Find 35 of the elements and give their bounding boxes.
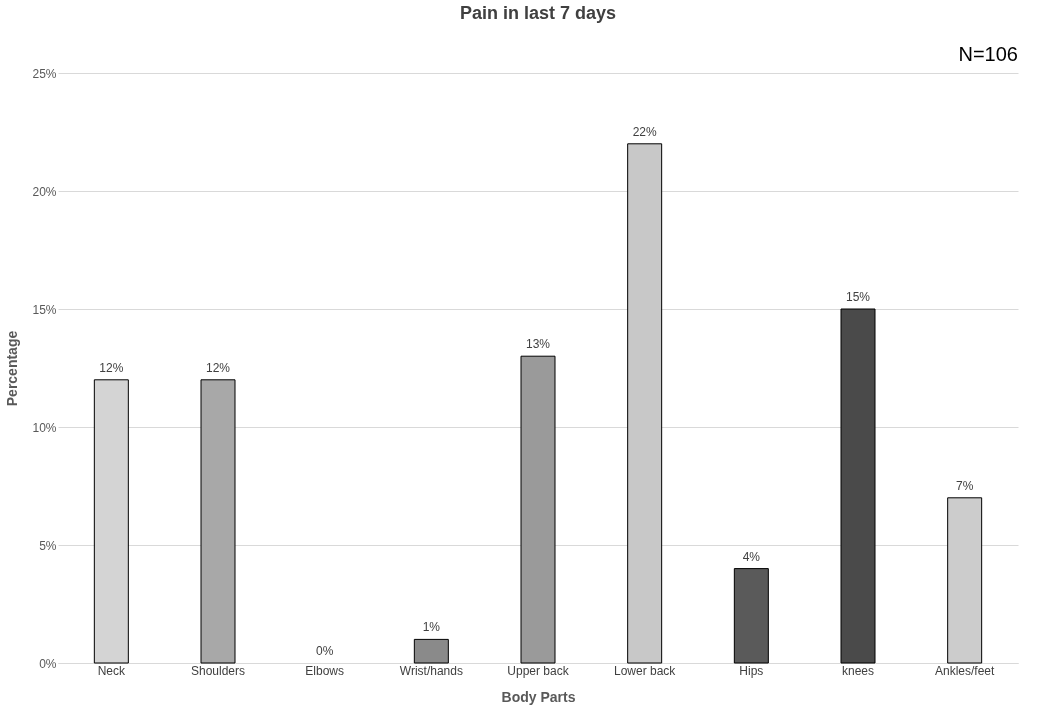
data-label: 7% xyxy=(955,478,974,493)
x-tick-label: Elbows xyxy=(305,663,345,678)
bar xyxy=(733,568,769,664)
bar xyxy=(200,379,236,664)
x-tick-label: Ankles/feet xyxy=(934,663,996,678)
data-label: 0% xyxy=(315,644,334,658)
text: N=106 xyxy=(958,43,1018,65)
y-axis-title: Percentage xyxy=(4,330,21,407)
data-label: 12% xyxy=(205,360,231,375)
bar xyxy=(413,638,449,664)
data-label: 12% xyxy=(99,360,124,375)
data-label: 13% xyxy=(525,337,551,352)
x-axis-title: Body Parts xyxy=(501,688,576,705)
chart-title: Pain in last 7 days xyxy=(459,3,617,23)
data-label: 1% xyxy=(422,620,441,635)
x-tick-label: Hips xyxy=(739,663,764,678)
bar xyxy=(840,308,876,664)
x-tick-label: Neck xyxy=(97,663,126,678)
x-tick-label: Wrist/hands xyxy=(399,663,463,678)
bar xyxy=(520,355,556,664)
x-tick-label: Lower back xyxy=(613,663,677,678)
y-tick-label: 10% xyxy=(32,420,57,435)
x-tick-label: knees xyxy=(841,663,875,678)
y-tick-label: 15% xyxy=(32,302,57,317)
y-tick-label: 25% xyxy=(32,66,57,81)
data-label: 4% xyxy=(742,549,761,564)
data-label: 15% xyxy=(845,290,871,304)
y-tick-label: 20% xyxy=(32,184,57,199)
y-tick-label: 5% xyxy=(39,538,57,553)
x-tick-label: Upper back xyxy=(507,663,570,678)
y-tick-label: 0% xyxy=(39,656,57,671)
data-label: 22% xyxy=(632,124,657,139)
bar xyxy=(627,143,663,664)
x-tick-label: Shoulders xyxy=(190,663,246,678)
bar xyxy=(947,497,983,664)
